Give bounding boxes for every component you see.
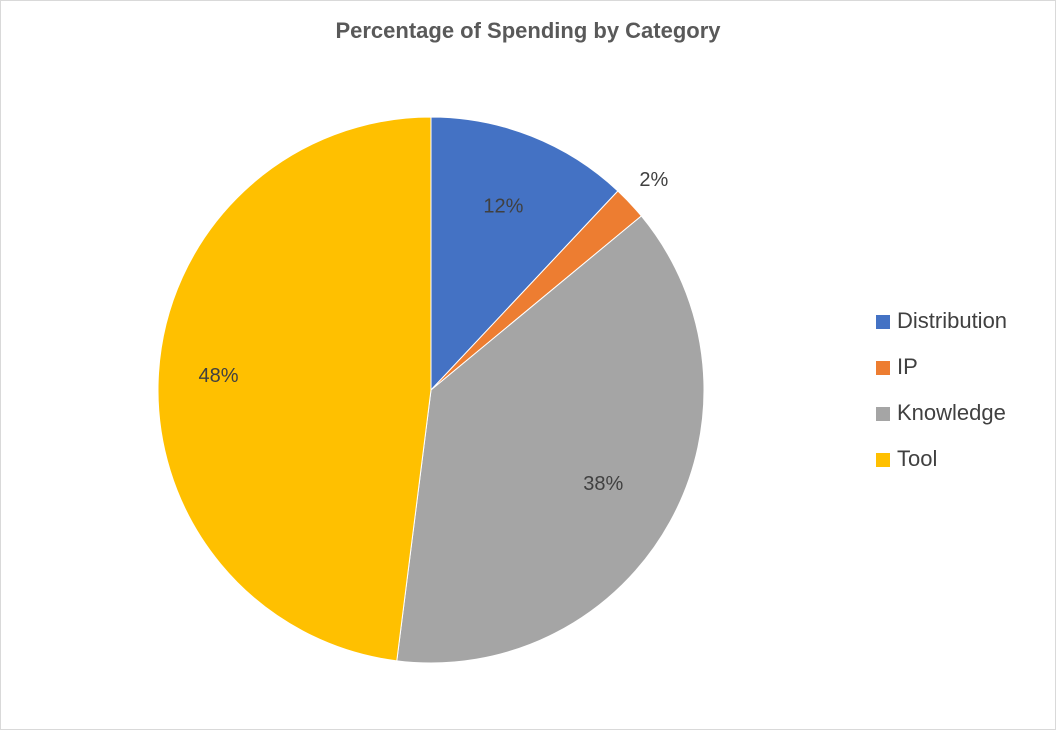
legend: Distribution IP Knowledge Tool bbox=[876, 308, 1007, 471]
pie-slice-knowledge bbox=[396, 215, 705, 664]
legend-label-tool: Tool bbox=[897, 446, 937, 471]
data-label-ip: 2% bbox=[639, 169, 668, 191]
legend-label-knowledge: Knowledge bbox=[897, 400, 1006, 425]
legend-swatch-tool bbox=[876, 453, 890, 467]
legend-label-ip: IP bbox=[897, 354, 918, 379]
data-label-distribution: 12% bbox=[483, 196, 523, 218]
pie-slice-distribution bbox=[430, 116, 619, 392]
legend-swatch-ip bbox=[876, 361, 890, 375]
pie-slice-tool bbox=[157, 116, 432, 662]
data-label-knowledge: 38% bbox=[583, 473, 623, 495]
legend-label-distribution: Distribution bbox=[897, 308, 1007, 333]
pie-slices bbox=[157, 116, 705, 664]
chart-title: Percentage of Spending by Category bbox=[335, 18, 721, 43]
legend-swatch-knowledge bbox=[876, 407, 890, 421]
legend-swatch-distribution bbox=[876, 315, 890, 329]
data-label-tool: 48% bbox=[198, 365, 238, 387]
pie-data-labels: 12% 2% 38% 48% bbox=[198, 169, 668, 495]
